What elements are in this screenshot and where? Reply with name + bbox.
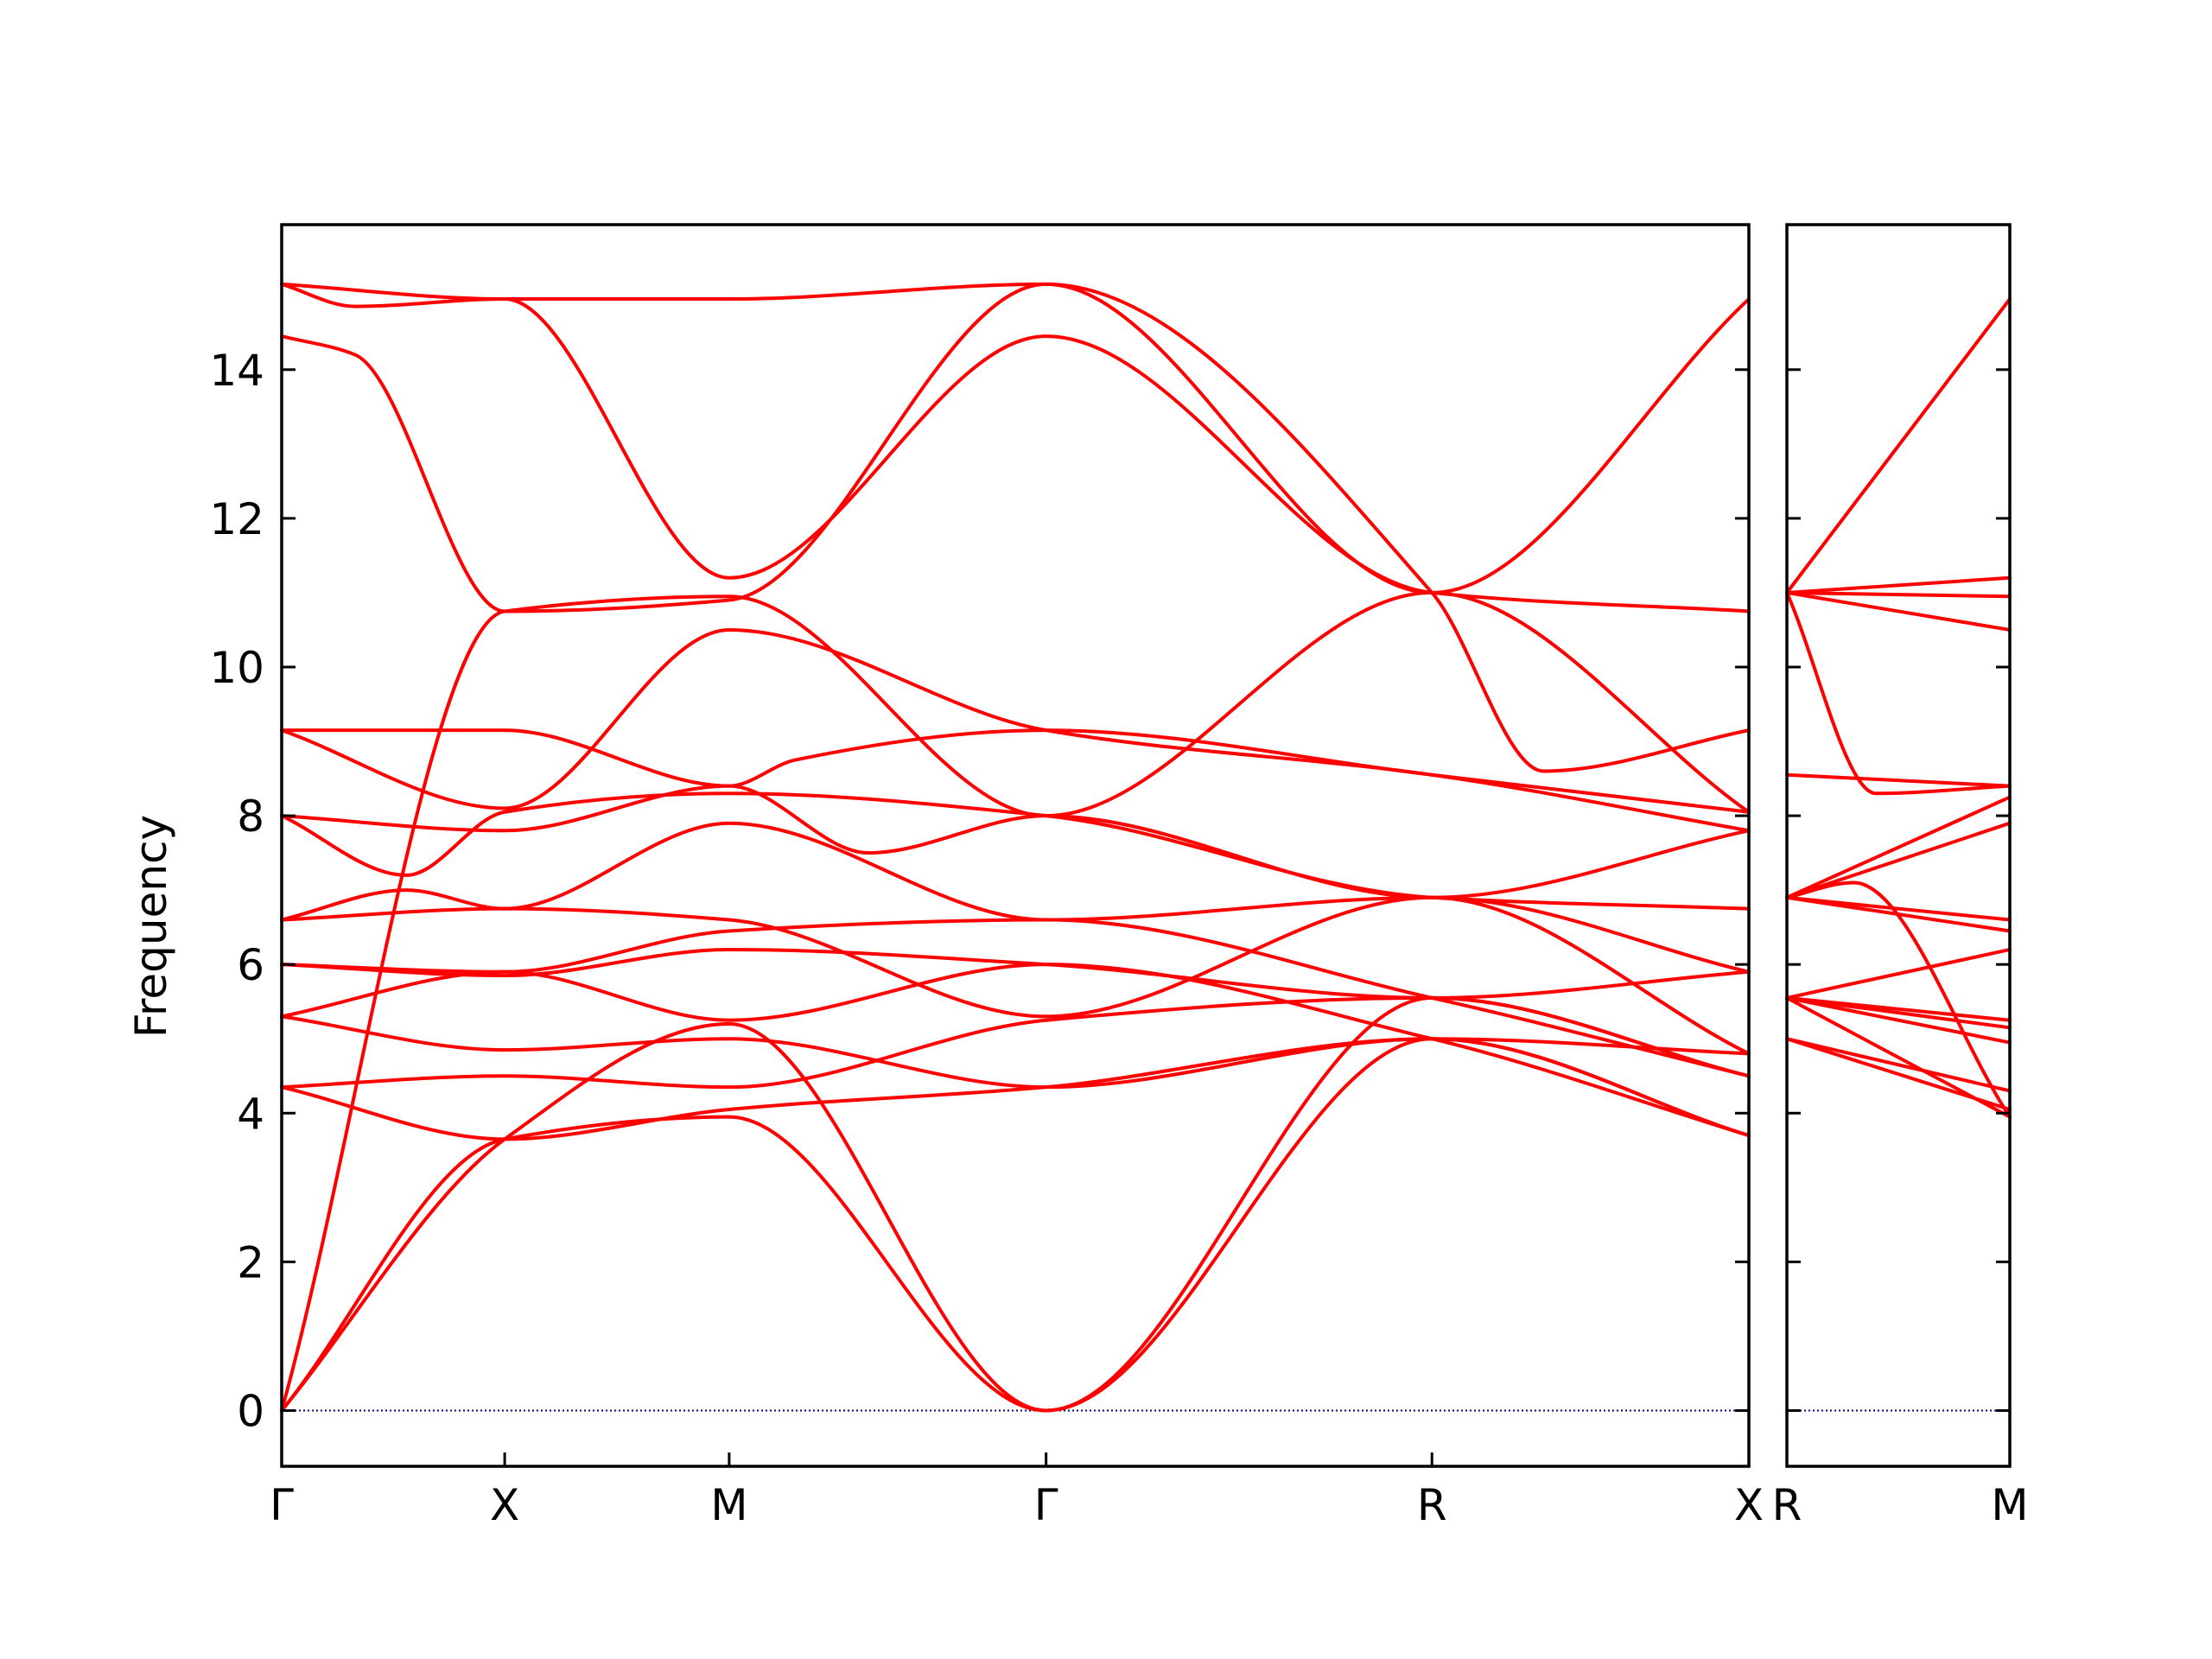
x-tick-label: Γ (1034, 1480, 1058, 1530)
band-line-2-4 (1785, 590, 2012, 632)
x-tick-label: M (1991, 1480, 2028, 1530)
y-tick-label: 8 (237, 791, 264, 842)
band-line-1-1 (280, 282, 1751, 594)
band-line-2-5 (1785, 590, 2012, 796)
y-tick-label: 2 (237, 1237, 264, 1287)
x-tick-label: X (1734, 1480, 1764, 1530)
main-panel: 0 2 4 6 8 10 12 14 Γ X M Γ R X (209, 223, 1764, 1530)
y-tick-label: 4 (237, 1089, 264, 1139)
y-tick-label: 14 (209, 346, 264, 396)
band-line-1-18 (280, 995, 1751, 1413)
axes-frame (1785, 223, 2012, 1468)
band-line-1-10 (280, 895, 1751, 1056)
band-line-1-13 (280, 963, 1751, 1138)
band-line-1-9 (280, 821, 1751, 974)
band-line-2-15 (1785, 1037, 2012, 1093)
x-tick-label: R (1772, 1480, 1802, 1530)
y-tick-label: 0 (237, 1386, 264, 1436)
axes-frame (280, 223, 1751, 1468)
band-line-2-2 (1785, 575, 2012, 594)
x-tick-label: R (1417, 1480, 1447, 1530)
band-line-2-1 (1785, 297, 2012, 594)
band-line-2-7 (1785, 795, 2012, 899)
y-axis-label: Frequency (126, 815, 176, 1038)
band-line-2-17 (1785, 880, 2012, 1119)
band-line-1-2 (280, 282, 1751, 613)
band-line-2-8 (1785, 821, 2012, 899)
band-line-2-11 (1785, 947, 2012, 1000)
y-tick-label: 12 (209, 494, 264, 544)
x-tick-label: M (710, 1480, 747, 1530)
band-line-1-4 (280, 590, 1751, 1413)
band-line-2-6 (1785, 772, 2012, 788)
band-line-1-7 (280, 784, 1751, 899)
band-line-1-5 (280, 728, 1751, 814)
band-line-2-13 (1785, 995, 2012, 1030)
y-tick-label: 10 (209, 643, 264, 693)
y-tick-label: 6 (237, 940, 264, 990)
band-line-1-12 (280, 947, 1751, 1000)
x-tick-label: X (490, 1480, 519, 1530)
band-line-1-3 (280, 282, 1751, 773)
band-line-1-6 (280, 627, 1751, 833)
band-line-2-3 (1785, 590, 2012, 599)
band-line-2-18 (1785, 995, 2012, 1119)
band-line-1-17 (280, 1037, 1751, 1413)
band-line-2-14 (1785, 995, 2012, 1045)
x-tick-label: Γ (270, 1480, 294, 1530)
